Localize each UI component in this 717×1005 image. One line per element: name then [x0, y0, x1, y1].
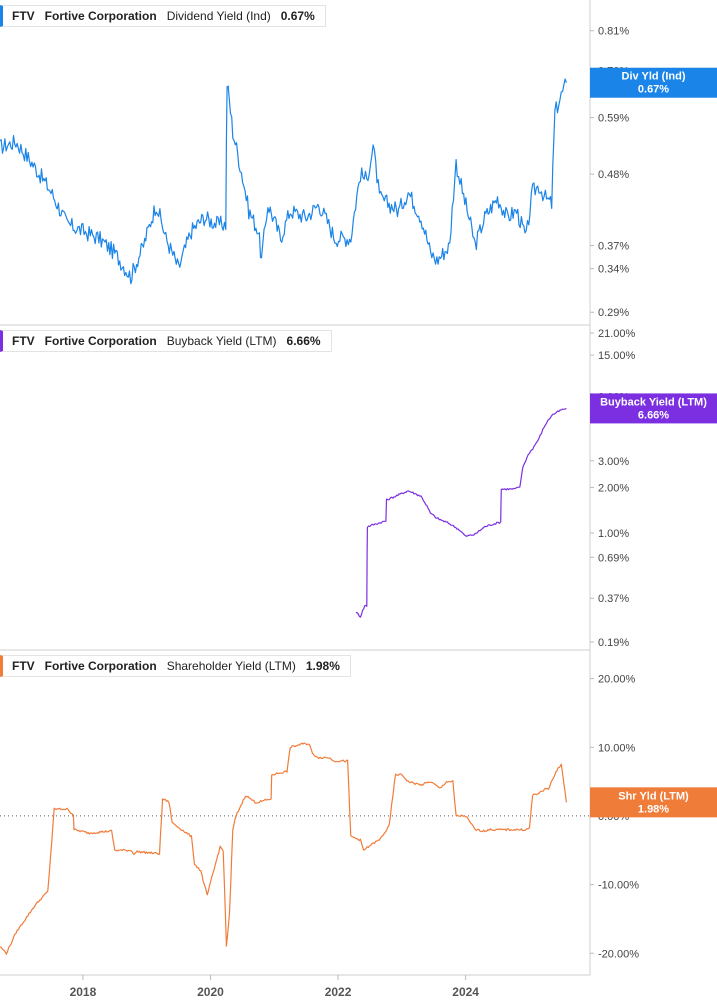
legend-company: Fortive Corporation	[44, 659, 157, 673]
legend-value: 0.67%	[280, 9, 315, 23]
y-tick-label: 0.34%	[598, 264, 629, 276]
x-tick-label: 2024	[452, 985, 479, 999]
y-tick-label: 21.00%	[598, 328, 636, 340]
legend-shareholder-yield: FTV Fortive Corporation Shareholder Yiel…	[0, 655, 351, 677]
legend-ticker: FTV	[12, 9, 35, 23]
x-tick-label: 2018	[70, 985, 97, 999]
legend-value: 6.66%	[286, 334, 321, 348]
y-tick-label: 20.00%	[598, 674, 636, 686]
series-line	[355, 407, 567, 618]
legend-company: Fortive Corporation	[44, 334, 157, 348]
y-tick-label: 15.00%	[598, 350, 636, 362]
x-tick-label: 2020	[197, 985, 224, 999]
y-tick-label: 0.81%	[598, 26, 629, 38]
y-tick-label: 0.37%	[598, 593, 629, 605]
legend-metric: Dividend Yield (Ind)	[166, 9, 271, 23]
y-tick-label: 10.00%	[598, 742, 636, 754]
value-badge	[590, 67, 717, 98]
legend-ticker: FTV	[12, 659, 35, 673]
value-badge-label: Shr Yld (LTM)	[618, 790, 689, 802]
legend-buyback-yield: FTV Fortive Corporation Buyback Yield (L…	[0, 330, 332, 352]
value-badge-label: Div Yld (Ind)	[622, 71, 686, 83]
value-badge-value: 1.98%	[638, 803, 669, 815]
legend-metric: Buyback Yield (LTM)	[166, 334, 277, 348]
y-tick-label: 3.00%	[598, 456, 629, 468]
legend-dividend-yield: FTV Fortive Corporation Dividend Yield (…	[0, 5, 326, 27]
legend-company: Fortive Corporation	[44, 9, 157, 23]
value-badge-label: Buyback Yield (LTM)	[600, 396, 707, 408]
y-tick-label: 0.48%	[598, 169, 629, 181]
y-tick-label: 0.69%	[598, 552, 629, 564]
y-tick-label: 0.37%	[598, 240, 629, 252]
y-tick-label: -10.00%	[598, 880, 639, 892]
legend-metric: Shareholder Yield (LTM)	[166, 659, 296, 673]
legend-ticker: FTV	[12, 334, 35, 348]
y-tick-label: -20.00%	[598, 948, 639, 960]
legend-value: 1.98%	[305, 659, 340, 673]
series-line	[0, 742, 567, 955]
value-badge-value: 0.67%	[638, 84, 669, 96]
value-badge	[590, 393, 717, 424]
value-badge	[590, 787, 717, 818]
y-tick-label: 2.00%	[598, 482, 629, 494]
y-tick-label: 0.29%	[598, 307, 629, 319]
value-badge-value: 6.66%	[638, 409, 669, 421]
y-tick-label: 0.59%	[598, 113, 629, 125]
series-line	[0, 78, 567, 285]
x-tick-label: 2022	[325, 985, 352, 999]
y-tick-label: 1.00%	[598, 528, 629, 540]
y-tick-label: 0.19%	[598, 637, 629, 649]
